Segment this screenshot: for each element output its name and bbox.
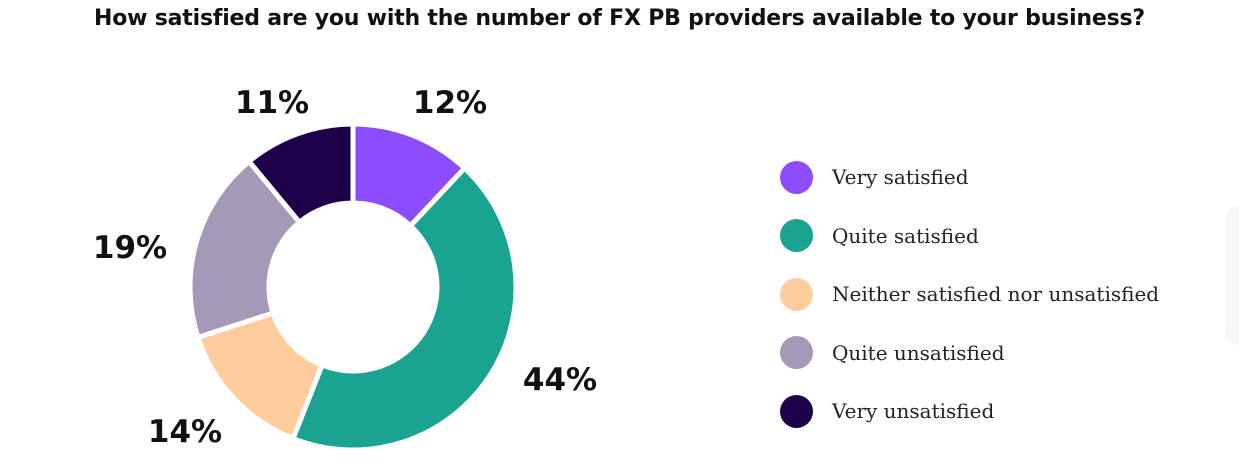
legend-label: Very satisfied [832,165,969,190]
data-label: 11% [235,85,309,121]
data-label: 19% [93,230,167,266]
legend-item: Very satisfied [780,148,1159,207]
legend-label: Quite satisfied [832,223,979,248]
data-label: 44% [523,362,597,398]
donut-slice [245,121,356,226]
legend-swatch [780,277,813,311]
legend-item: Very unsatisfied [780,382,1159,441]
background-decoration [1225,205,1239,345]
chart-title: How satisfied are you with the number of… [94,6,1145,31]
legend-label: Quite unsatisfied [832,340,1005,365]
donut-slice [187,157,303,341]
donut-chart: 12% 44% 14% 19% 11% [92,85,598,453]
legend-label: Very unsatisfied [832,399,995,424]
legend-swatch [780,394,813,428]
legend-item: Neither satisfied nor unsatisfied [780,265,1159,324]
legend-item: Quite satisfied [780,207,1159,266]
donut-slice [289,164,519,453]
legend-label: Neither satisfied nor unsatisfied [832,282,1160,307]
legend-swatch [780,336,813,370]
legend: Very satisfied Quite satisfied Neither s… [780,148,1159,441]
legend-swatch [780,160,813,194]
data-label: 12% [413,85,487,121]
legend-item: Quite unsatisfied [780,324,1159,383]
data-label: 14% [148,414,222,450]
legend-swatch [780,219,813,253]
